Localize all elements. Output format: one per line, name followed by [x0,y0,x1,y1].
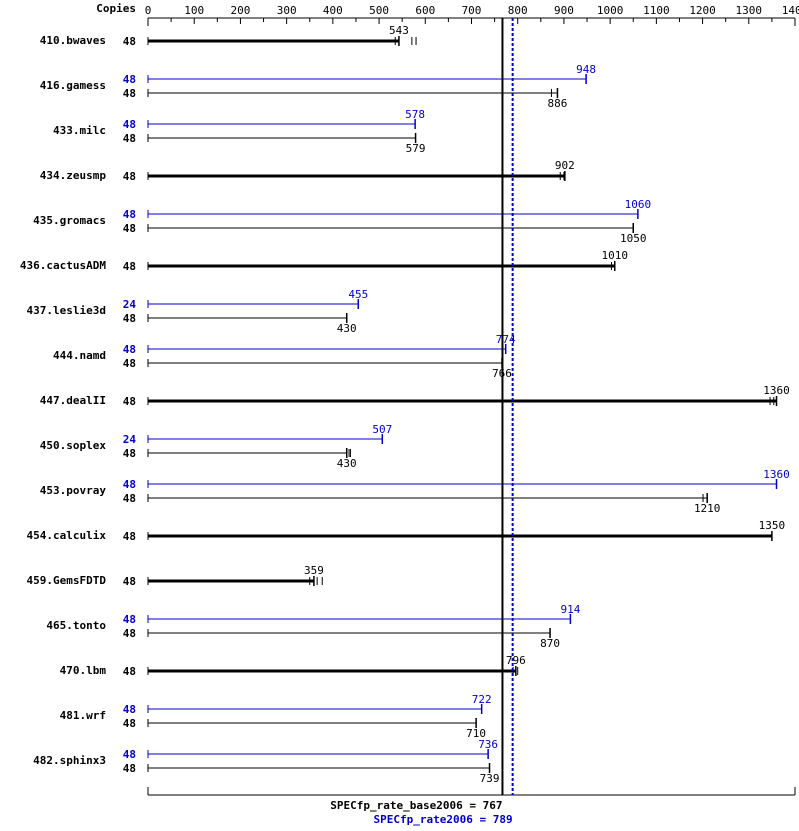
peak-value: 1360 [763,468,790,481]
spec-rate-chart: Copies 0 100 200 300 400 500 600 700 800 900 1000 11… [0,0,799,831]
base-value: 796 [506,654,526,667]
x-tick-label: 300 [277,4,297,17]
base-value: 543 [389,24,409,37]
peak-copies: 48 [123,73,136,86]
base-value: 430 [337,457,357,470]
base-value: 359 [304,564,324,577]
base-value: 886 [548,97,568,110]
base-value: 870 [540,637,560,650]
peak-value: 914 [560,603,580,616]
peak-value: 1060 [625,198,652,211]
x-tick-label: 900 [554,4,574,17]
peak-value: 736 [478,738,498,751]
base-copies: 48 [123,627,136,640]
benchmark-name: 437.leslie3d [27,304,106,317]
peak-copies: 48 [123,703,136,716]
peak-copies: 48 [123,478,136,491]
benchmark-name: 481.wrf [60,709,106,722]
benchmark-name: 434.zeusmp [40,169,107,182]
base-value: 1010 [602,249,629,262]
x-tick-label: 1100 [643,4,670,17]
benchmark-name: 433.milc [53,124,106,137]
x-tick-label: 1300 [736,4,763,17]
x-tick-label: 400 [323,4,343,17]
base-value: 1360 [763,384,790,397]
base-copies: 48 [123,312,136,325]
x-tick-label: 500 [369,4,389,17]
base-copies: 48 [123,132,136,145]
x-tick-label: 800 [508,4,528,17]
benchmark-name: 453.povray [40,484,107,497]
x-tick-label: 200 [230,4,250,17]
benchmark-name: 410.bwaves [40,34,106,47]
base-copies: 48 [123,665,136,678]
peak-copies: 48 [123,748,136,761]
peak-copies: 24 [123,433,137,446]
benchmark-name: 482.sphinx3 [33,754,106,767]
benchmark-name: 450.soplex [40,439,107,452]
base-copies: 48 [123,35,136,48]
base-copies: 48 [123,717,136,730]
base-value: 1050 [620,232,647,245]
x-tick-label: 700 [462,4,482,17]
base-copies: 48 [123,395,136,408]
x-tick-label: 1000 [597,4,624,17]
x-tick-label: 1200 [689,4,716,17]
geomean-label: SPECfp_rate_base2006 = 767 [330,799,502,812]
benchmark-name: 436.cactusADM [20,259,106,272]
base-copies: 48 [123,357,136,370]
x-tick-label: 0 [145,4,152,17]
peak-value: 578 [405,108,425,121]
peak-copies: 48 [123,208,136,221]
x-tick-label: 1400 [782,4,799,17]
base-value: 1210 [694,502,721,515]
benchmark-name: 435.gromacs [33,214,106,227]
x-tick-label: 600 [415,4,435,17]
benchmark-name: 416.gamess [40,79,106,92]
benchmark-name: 454.calculix [27,529,107,542]
base-copies: 48 [123,575,136,588]
benchmark-name: 470.lbm [60,664,107,677]
base-copies: 48 [123,530,136,543]
base-value: 579 [406,142,426,155]
peak-copies: 48 [123,613,136,626]
benchmark-name: 459.GemsFDTD [27,574,107,587]
peak-value: 507 [372,423,392,436]
base-copies: 48 [123,87,136,100]
base-value: 1350 [759,519,786,532]
benchmark-name: 444.namd [53,349,106,362]
benchmark-name: 465.tonto [46,619,106,632]
base-copies: 48 [123,447,136,460]
base-value: 430 [337,322,357,335]
base-copies: 48 [123,222,136,235]
copies-header: Copies [96,2,136,15]
peak-copies: 48 [123,118,136,131]
x-tick-label: 100 [184,4,204,17]
base-value: 739 [480,772,500,785]
base-copies: 48 [123,762,136,775]
benchmark-name: 447.dealII [40,394,106,407]
geomean-label: SPECfp_rate2006 = 789 [374,813,513,826]
peak-value: 455 [348,288,368,301]
base-copies: 48 [123,492,136,505]
base-copies: 48 [123,170,136,183]
peak-value: 722 [472,693,492,706]
peak-value: 948 [576,63,596,76]
peak-copies: 24 [123,298,137,311]
base-value: 902 [555,159,575,172]
base-copies: 48 [123,260,136,273]
peak-copies: 48 [123,343,136,356]
